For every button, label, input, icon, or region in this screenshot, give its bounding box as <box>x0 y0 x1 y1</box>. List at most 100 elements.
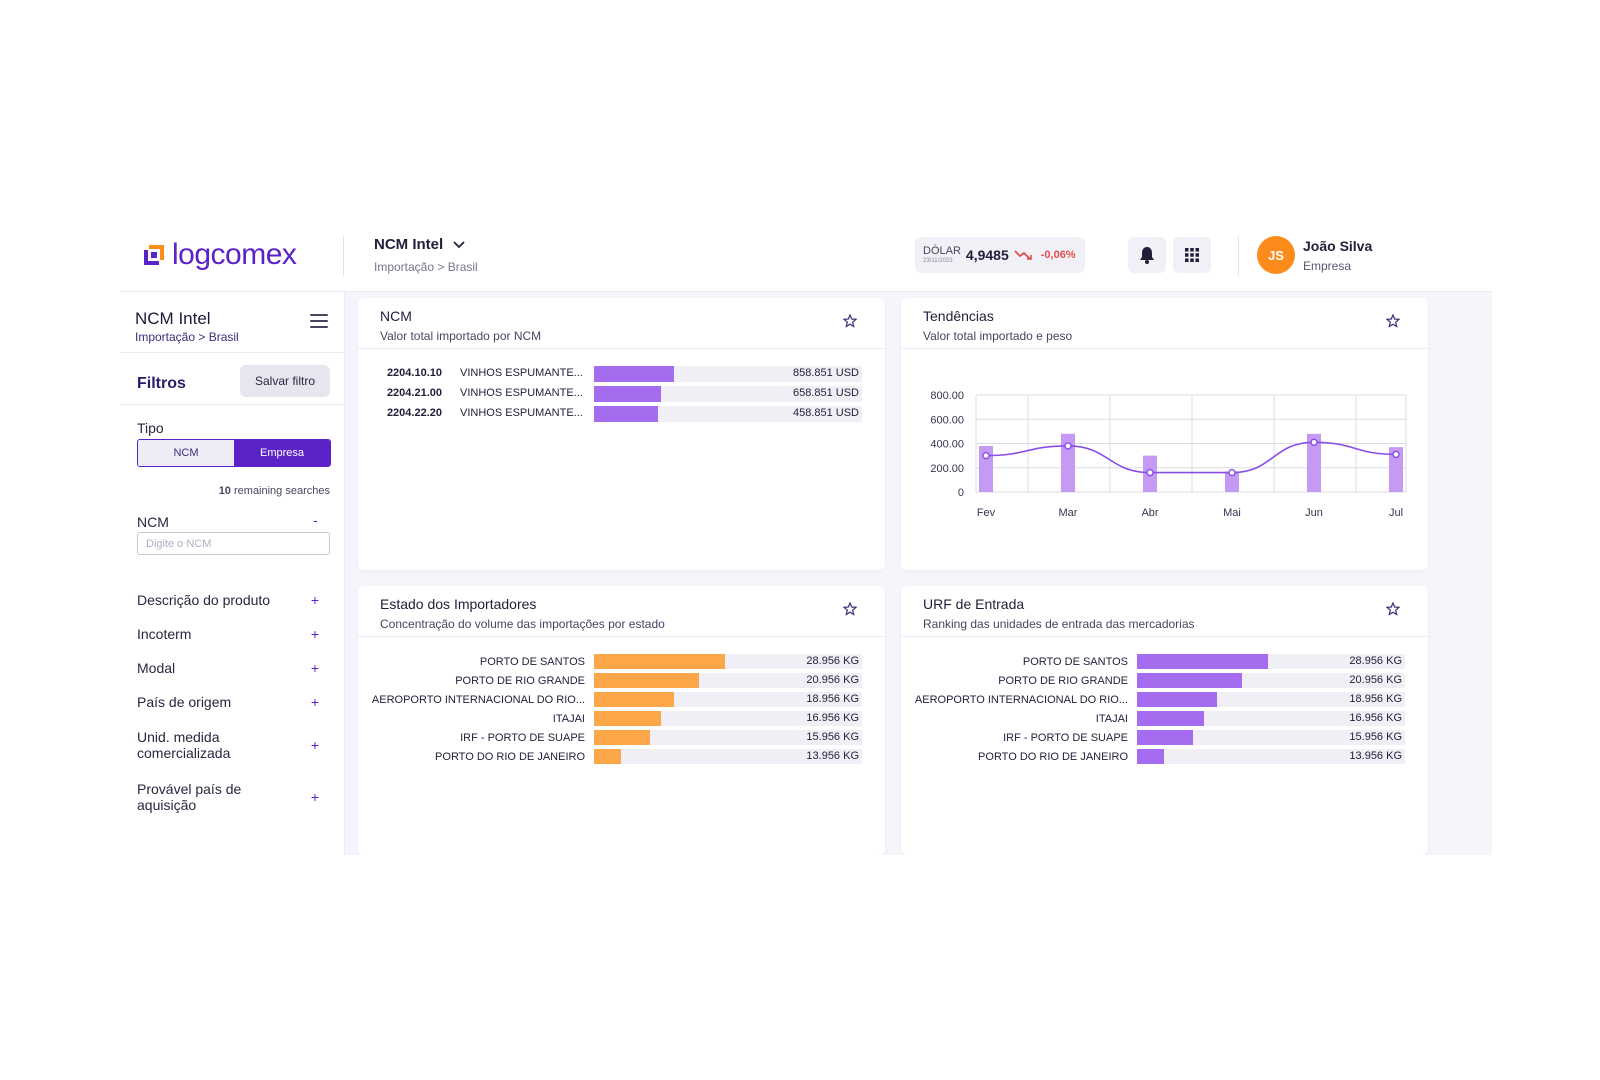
urf-label: PORTO DO RIO DE JANEIRO <box>978 751 1128 763</box>
urf-row[interactable]: AEROPORTO INTERNACIONAL DO RIO... 18.956 … <box>901 691 1428 709</box>
card-title: Tendências <box>923 308 994 324</box>
states-bar <box>594 654 726 669</box>
ncm-input[interactable] <box>137 532 330 555</box>
x-tick-label: Mar <box>1059 507 1078 519</box>
trend-point-mar <box>1064 442 1072 450</box>
states-value: 20.956 KG <box>806 674 859 686</box>
remaining-count: 10 <box>218 485 231 497</box>
y-tick-label: 200.00 <box>930 463 964 475</box>
states-row[interactable]: PORTO DO RIO DE JANEIRO 13.956 KG <box>358 748 885 766</box>
urf-bar-track <box>1137 654 1405 669</box>
ncm-bar-track <box>594 406 862 422</box>
remaining-searches: 10 remaining searches <box>219 485 330 497</box>
states-value: 18.956 KG <box>806 693 859 705</box>
ncm-table-row[interactable]: 2204.22.20 VINHOS ESPUMANTE... 458.851 USD <box>358 405 885 423</box>
states-label: IRF - PORTO DE SUAPE <box>460 732 585 744</box>
urf-row[interactable]: ITAJAI 16.956 KG <box>901 710 1428 728</box>
bar-mai <box>1225 471 1239 492</box>
ncm-description: VINHOS ESPUMANTE... <box>460 387 583 399</box>
avatar[interactable]: JS <box>1257 236 1295 274</box>
user-name[interactable]: João Silva <box>1303 238 1373 254</box>
trend-point-mai <box>1228 468 1236 477</box>
grid-icon <box>1185 248 1199 262</box>
filter-modal[interactable]: Modal + <box>137 660 331 676</box>
states-row[interactable]: ITAJAI 16.956 KG <box>358 710 885 728</box>
urf-value: 13.956 KG <box>1349 750 1402 762</box>
urf-row[interactable]: PORTO DE RIO GRANDE 20.956 KG <box>901 672 1428 690</box>
tipo-label: Tipo <box>137 420 164 436</box>
divider <box>901 636 1428 637</box>
star-icon[interactable] <box>843 314 857 328</box>
card-title: URF de Entrada <box>923 596 1025 612</box>
filter-label: País de origem <box>137 694 232 710</box>
states-row[interactable]: PORTO DE RIO GRANDE 20.956 KG <box>358 672 885 690</box>
star-icon[interactable] <box>1386 602 1400 616</box>
divider <box>120 352 345 353</box>
divider <box>358 636 885 637</box>
card-subtitle: Valor total importado por NCM <box>380 329 542 343</box>
star-icon[interactable] <box>1386 314 1400 328</box>
expand-icon[interactable]: + <box>310 694 319 710</box>
divider <box>358 348 885 349</box>
states-value: 16.956 KG <box>806 712 859 724</box>
tipo-option-ncm[interactable]: NCM <box>138 440 234 466</box>
y-tick-label: 0 <box>958 487 964 499</box>
product-switcher[interactable]: NCM Intel <box>374 236 465 253</box>
hamburger-menu-icon[interactable] <box>310 314 328 328</box>
expand-icon[interactable]: + <box>310 737 319 753</box>
filter-label: Unid. medida comercializada <box>137 729 231 761</box>
apps-button[interactable] <box>1173 237 1211 273</box>
y-tick-label: 800.00 <box>930 390 964 402</box>
ncm-description: VINHOS ESPUMANTE... <box>460 367 583 379</box>
tipo-option-empresa[interactable]: Empresa <box>234 440 330 466</box>
notifications-button[interactable] <box>1128 237 1166 273</box>
dollar-date: 23/11/2023 <box>923 258 953 264</box>
urf-value: 18.956 KG <box>1349 693 1402 705</box>
bar-mar <box>1061 433 1075 492</box>
ncm-bar-track <box>594 386 862 402</box>
card-title: Estado dos Importadores <box>380 596 537 612</box>
filter-sidebar: NCM Intel Importação > Brasil Filtros Sa… <box>120 292 345 855</box>
y-tick-label: 400.00 <box>930 439 964 451</box>
filter-incoterm[interactable]: Incoterm + <box>137 626 331 642</box>
expand-icon[interactable]: + <box>310 660 319 676</box>
states-row[interactable]: IRF - PORTO DE SUAPE 15.956 KG <box>358 729 885 747</box>
trend-line <box>985 441 1397 474</box>
states-bar <box>594 749 621 764</box>
ncm-value: 658.851 USD <box>792 387 859 399</box>
tipo-segmented-control: NCM Empresa <box>137 439 331 467</box>
ncm-table-row[interactable]: 2204.10.10 VINHOS ESPUMANTE... 858.851 USD <box>358 365 885 383</box>
filter-label: Descrição do produto <box>137 592 271 608</box>
states-bar-track <box>594 673 862 688</box>
expand-icon[interactable]: + <box>310 626 319 642</box>
filter-pais-origem[interactable]: País de origem + <box>137 694 331 710</box>
x-tick-label: Abr <box>1141 507 1158 519</box>
ncm-collapse-toggle[interactable]: - <box>313 512 318 528</box>
states-row[interactable]: PORTO DE SANTOS 28.956 KG <box>358 653 885 671</box>
ncm-code: 2204.21.00 <box>386 387 442 399</box>
star-icon[interactable] <box>843 602 857 616</box>
save-filter-button[interactable]: Salvar filtro <box>240 365 330 397</box>
filter-unid-medida[interactable]: Unid. medida comercializada + <box>137 729 331 761</box>
states-bar <box>594 692 675 707</box>
x-tick-label: Jun <box>1305 507 1323 519</box>
states-row[interactable]: AEROPORTO INTERNACIONAL DO RIO... 18.956 … <box>358 691 885 709</box>
urf-row[interactable]: PORTO DO RIO DE JANEIRO 13.956 KG <box>901 748 1428 766</box>
sidebar-title: NCM Intel <box>135 309 211 328</box>
urf-row[interactable]: IRF - PORTO DE SUAPE 15.956 KG <box>901 729 1428 747</box>
urf-row[interactable]: PORTO DE SANTOS 28.956 KG <box>901 653 1428 671</box>
filter-descricao-produto[interactable]: Descrição do produto + <box>137 592 331 608</box>
expand-icon[interactable]: + <box>310 592 319 608</box>
product-title: NCM Intel <box>374 236 444 253</box>
ncm-table-row[interactable]: 2204.21.00 VINHOS ESPUMANTE... 658.851 USD <box>358 385 885 403</box>
filter-provavel-pais[interactable]: Provável país de aquisição + <box>137 781 331 813</box>
expand-icon[interactable]: + <box>310 789 319 805</box>
logcomex-logo[interactable]: logcomex <box>142 238 297 272</box>
divider <box>901 348 1428 349</box>
urf-label: IRF - PORTO DE SUAPE <box>1003 732 1128 744</box>
filters-heading: Filtros <box>137 375 186 392</box>
urf-bar <box>1137 711 1204 726</box>
urf-value: 28.956 KG <box>1349 655 1402 667</box>
states-value: 13.956 KG <box>806 750 859 762</box>
states-bar-track <box>594 654 862 669</box>
